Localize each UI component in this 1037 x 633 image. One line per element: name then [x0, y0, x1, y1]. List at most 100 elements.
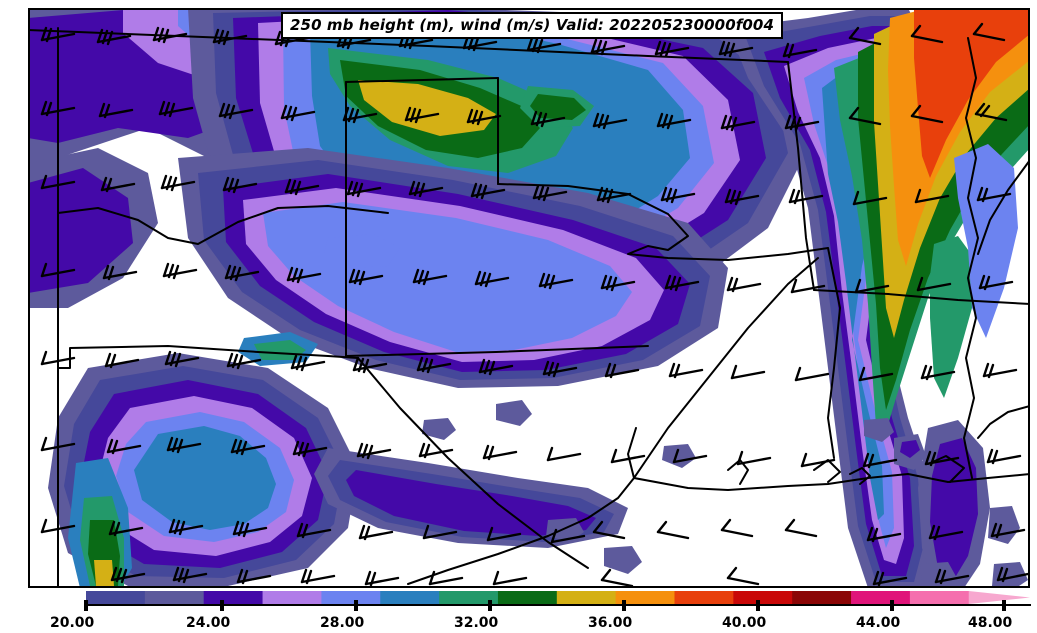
map-title-box: 250 mb height (m), wind (m/s) Valid: 202…: [281, 12, 783, 39]
contour-band-24-26-nw2: [28, 168, 133, 293]
wind-barb: [910, 24, 944, 44]
contour-band-30-32-sw: [134, 426, 276, 530]
border-florida-pan: [977, 405, 1030, 439]
wind-barb: [106, 438, 142, 455]
river-mississippi: [963, 37, 979, 479]
colorbar-tick-label: 40.00: [722, 615, 767, 631]
wind-barb: [358, 524, 394, 541]
wind-barb: [784, 114, 820, 132]
contour-pocket-blue-a: [324, 234, 400, 268]
colorbar-ticks: [84, 600, 1031, 611]
colorbar-band: [144, 591, 205, 604]
wind-barb: [914, 188, 950, 204]
wind-barb: [982, 362, 1018, 379]
map-canvas: [28, 8, 1030, 588]
wind-barb: [100, 176, 136, 193]
map-title-text: 250 mb height (m), wind (m/s) Valid: 202…: [290, 16, 774, 34]
contour-band-36-38-main: [358, 80, 496, 136]
wind-barb: [726, 276, 762, 293]
wind-barb: [790, 278, 826, 294]
wind-barb: [290, 354, 326, 372]
colorbar-tick-labels: 20.00 24.00 28.00 32.00 36.00 40.00 44.00 48.00: [50, 615, 1013, 631]
wind-barb: [976, 186, 1012, 203]
wind-barb: [296, 522, 332, 539]
wind-barb: [342, 106, 378, 124]
coastline-texas: [407, 477, 635, 585]
map-panel: [28, 8, 1030, 588]
wind-barb: [218, 102, 254, 120]
wind-barb: [934, 568, 970, 585]
wind-barb: [872, 570, 908, 587]
wind-barb: [526, 36, 562, 54]
border-arkansas-south: [813, 289, 1030, 305]
contour-blob-central-d: [604, 546, 642, 574]
wind-barb: [292, 440, 328, 458]
wind-barb: [660, 186, 696, 204]
wind-barb: [920, 364, 956, 381]
colorbar-band: [556, 591, 617, 604]
wind-barb: [492, 570, 528, 586]
wind-barb: [408, 180, 444, 198]
wind-barb: [162, 262, 198, 280]
wind-barb: [848, 106, 882, 126]
wind-barb: [656, 520, 690, 540]
colorbar: 20.00 24.00 28.00 32.00 36.00 40.00 44.00 48.00: [0, 588, 1037, 633]
contour-blob-central-c: [662, 444, 696, 468]
colorbar-band: [86, 591, 146, 604]
wind-barb: [784, 518, 818, 538]
wind-barb: [356, 442, 392, 460]
wind-barb: [96, 28, 132, 46]
border-oklahoma-south: [497, 183, 829, 261]
wind-barb: [718, 40, 754, 58]
colorbar-band: [909, 591, 970, 604]
wind-barb: [236, 568, 272, 585]
coastline-bay-b: [813, 459, 841, 483]
colorbar-band: [439, 591, 499, 604]
wind-barb: [924, 450, 960, 467]
contour-band-24-26-south: [346, 470, 596, 536]
wind-barb: [668, 362, 704, 379]
wind-barb: [996, 566, 1030, 583]
wind-barb: [794, 366, 830, 382]
wind-barb: [172, 566, 208, 584]
border-east-state: [977, 159, 1030, 255]
wind-barb: [230, 438, 266, 456]
wind-barb: [40, 100, 76, 117]
wind-barb: [720, 518, 754, 538]
wind-barb: [532, 184, 568, 202]
wind-barb: [478, 358, 514, 376]
contour-blob-central-a: [496, 400, 532, 426]
wind-barb: [546, 446, 582, 462]
colorbar-tick-label: 44.00: [856, 615, 901, 631]
wind-barb: [858, 366, 894, 382]
wind-barb: [108, 520, 144, 537]
wind-barb: [40, 436, 76, 452]
colorbar-band: [733, 591, 793, 604]
border-mexico-river: [633, 257, 819, 479]
colorbar-band: [262, 591, 322, 604]
wind-barb: [530, 110, 566, 128]
colorbar-band: [321, 591, 381, 604]
wind-barb: [538, 272, 574, 290]
border-nm-north: [57, 205, 389, 245]
wind-barb: [222, 176, 258, 194]
colorbar-tick-label: 32.00: [454, 615, 499, 631]
colorbar-tick-label: 24.00: [186, 615, 231, 631]
wind-barb: [286, 266, 322, 284]
wind-barb: [928, 524, 964, 541]
coastline-bay-c: [927, 455, 965, 483]
wind-barb: [848, 26, 882, 46]
wind-barb: [656, 112, 692, 130]
wind-barb: [470, 182, 506, 200]
wind-barb: [164, 350, 200, 368]
colorbar-band: [380, 591, 440, 604]
wind-barb: [224, 264, 260, 282]
wind-barb: [482, 444, 518, 461]
wind-barb: [672, 448, 708, 464]
wind-barb: [596, 186, 632, 204]
contour-blob-green-b: [530, 94, 586, 120]
colorbar-band: [203, 591, 264, 604]
wind-barb: [404, 106, 440, 124]
wind-barb: [422, 524, 458, 540]
wind-barb: [412, 268, 448, 286]
